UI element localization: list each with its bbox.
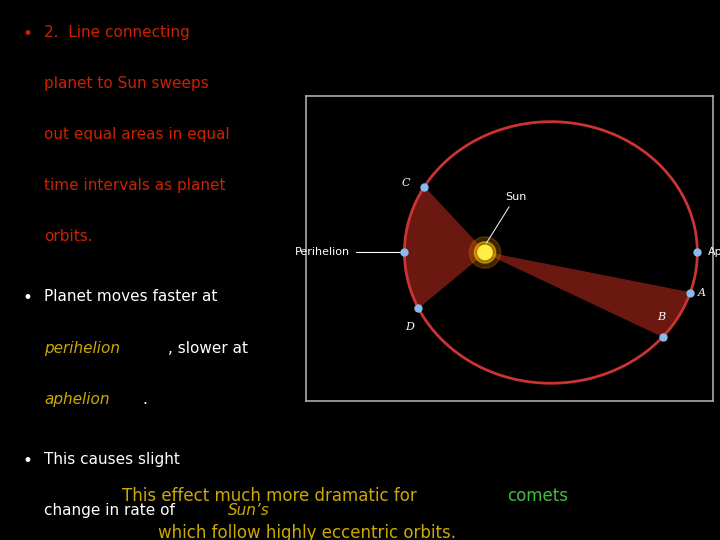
- Text: change in rate of: change in rate of: [45, 503, 180, 518]
- Text: This effect much more dramatic for: This effect much more dramatic for: [122, 487, 423, 505]
- Text: •: •: [22, 452, 32, 470]
- Text: 2.  Line connecting: 2. Line connecting: [45, 25, 190, 40]
- Text: which follow highly eccentric orbits.: which follow highly eccentric orbits.: [158, 524, 456, 540]
- Text: •: •: [22, 289, 32, 307]
- Text: , slower at: , slower at: [168, 341, 248, 355]
- Text: Sun: Sun: [487, 192, 526, 243]
- Text: perihelion: perihelion: [45, 341, 120, 355]
- Circle shape: [469, 237, 500, 268]
- Text: •: •: [22, 25, 32, 43]
- Text: time intervals as planet: time intervals as planet: [45, 178, 226, 193]
- Text: Perihelion: Perihelion: [294, 247, 349, 258]
- Circle shape: [474, 242, 495, 263]
- Text: B: B: [657, 312, 665, 322]
- Text: .: .: [143, 392, 148, 407]
- Text: aphelion: aphelion: [45, 392, 110, 407]
- Text: Planet moves faster at: Planet moves faster at: [45, 289, 217, 305]
- Text: Aphelion: Aphelion: [708, 247, 720, 258]
- Text: orbits.: orbits.: [45, 229, 93, 244]
- Polygon shape: [485, 253, 690, 336]
- Text: out equal areas in equal: out equal areas in equal: [45, 127, 230, 142]
- Circle shape: [478, 245, 492, 260]
- Text: comets: comets: [508, 487, 569, 505]
- Text: D: D: [405, 322, 415, 332]
- Text: planet to Sun sweeps: planet to Sun sweeps: [45, 76, 209, 91]
- Text: Sun’s: Sun’s: [228, 503, 270, 518]
- Text: C: C: [401, 178, 410, 188]
- Text: This causes slight: This causes slight: [45, 452, 180, 467]
- Polygon shape: [405, 187, 485, 308]
- Text: A: A: [698, 288, 706, 298]
